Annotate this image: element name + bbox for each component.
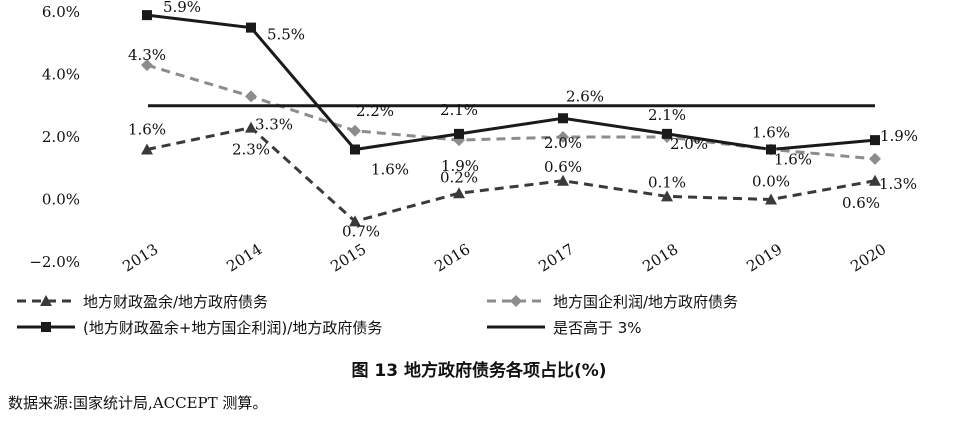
data-label-soe-profit: 3.3% [255, 115, 293, 133]
x-tick-label: 2016 [431, 240, 473, 276]
x-tick-label: 2015 [327, 240, 369, 276]
data-label-soe-profit: 2.2% [356, 102, 394, 120]
data-label-surplus: 2.3% [232, 141, 270, 159]
series-point-combined [766, 144, 776, 155]
data-label-surplus: 0.7% [342, 222, 380, 240]
series-point-combined [142, 10, 152, 21]
series-point-surplus [453, 187, 465, 199]
legend-label-combined: (地方财政盈余+地方国企利润)/地方政府债务 [83, 319, 382, 337]
x-tick-label: 2013 [119, 240, 161, 276]
legend-label-threshold: 是否高于 3% [553, 319, 642, 337]
data-label-surplus: 0.6% [544, 158, 582, 176]
data-label-combined: 1.6% [371, 161, 409, 179]
series-lines [146, 13, 876, 224]
series-point-soe-profit [349, 124, 361, 137]
y-axis-ticks: 6.0% 4.0% 2.0% 0.0% −2.0% [29, 3, 80, 271]
data-labels: 1.6% 2.3% 0.7% 0.2% 0.6% 0.1% 0.0% 0.6% 4.3% 3.3%… [128, 0, 918, 240]
data-label-soe-profit: 2.0% [544, 134, 582, 152]
x-tick-label: 2014 [223, 240, 265, 276]
data-label-soe-profit: 4.3% [128, 46, 166, 64]
series-point-surplus [661, 190, 673, 202]
series-point-soe-profit [141, 59, 153, 72]
x-tick-label: 2019 [743, 240, 785, 276]
legend-marker-combined [41, 322, 51, 332]
data-label-soe-profit: 1.9% [441, 157, 479, 175]
series-point-surplus [245, 121, 257, 133]
series-point-soe-profit [869, 152, 881, 165]
data-label-surplus: 0.0% [752, 173, 790, 191]
legend-marker-soe-profit [510, 295, 522, 307]
series-point-combined [662, 128, 672, 139]
series-point-surplus [765, 193, 777, 205]
x-tick-label: 2018 [639, 240, 681, 276]
series-point-surplus [557, 174, 569, 186]
x-axis-ticks: 2013 2014 2015 2016 2017 2018 2019 2020 [119, 240, 889, 276]
series-point-combined [454, 128, 464, 139]
y-tick-label: 4.0% [42, 66, 80, 84]
legend-label-surplus: 地方财政盈余/地方政府债务 [83, 293, 268, 311]
data-label-soe-profit: 2.0% [670, 135, 708, 153]
data-label-combined: 5.9% [163, 0, 201, 16]
data-source-note: 数据来源:国家统计局,ACCEPT 测算。 [8, 394, 268, 412]
line-chart: 6.0%4.0%2.0%0.0%−2.0% 2013 2014 2015 2016 20… [17, 0, 918, 337]
data-label-surplus: 0.1% [648, 173, 686, 191]
y-tick-label: 0.0% [42, 191, 80, 209]
series-markers [141, 10, 881, 227]
data-label-combined: 5.5% [267, 26, 305, 44]
data-label-surplus: 0.2% [440, 168, 478, 186]
x-tick-label: 2017 [535, 240, 577, 276]
data-label-surplus: 1.6% [128, 121, 166, 139]
series-point-combined [870, 135, 880, 146]
data-label-surplus: 0.6% [842, 194, 880, 212]
y-tick-label: 6.0% [42, 3, 80, 21]
series-point-soe-profit [557, 131, 569, 143]
series-point-soe-profit [245, 90, 257, 103]
y-tick-label: −2.0% [29, 253, 80, 271]
series-point-combined [558, 113, 568, 124]
series-point-surplus [349, 215, 361, 227]
data-label-combined: 2.6% [566, 87, 604, 105]
data-label-soe-profit: 1.6% [774, 151, 812, 169]
series-point-surplus [869, 174, 881, 186]
data-label-combined: 2.1% [648, 106, 686, 124]
series-line-surplus [146, 126, 876, 224]
legend-marker-surplus [40, 295, 52, 306]
legend: 地方财政盈余/地方政府债务 地方国企利润/地方政府债务 (地方财政盈余+地方国企利润… [17, 293, 738, 337]
series-point-surplus [141, 143, 153, 155]
series-point-combined [246, 22, 256, 33]
series-line-combined [146, 13, 876, 152]
data-label-combined: 2.1% [440, 101, 478, 119]
data-label-combined: 1.6% [752, 124, 790, 142]
y-tick-label: 2.0% [42, 128, 80, 146]
figure-caption: 图 13 地方政府债务各项占比(%) [351, 361, 607, 381]
data-label-combined: 1.9% [880, 127, 918, 145]
series-point-combined [350, 144, 360, 155]
data-label-soe-profit: 1.3% [879, 175, 917, 193]
legend-label-soe-profit: 地方国企利润/地方政府债务 [553, 293, 738, 311]
x-tick-label: 2020 [847, 240, 889, 276]
